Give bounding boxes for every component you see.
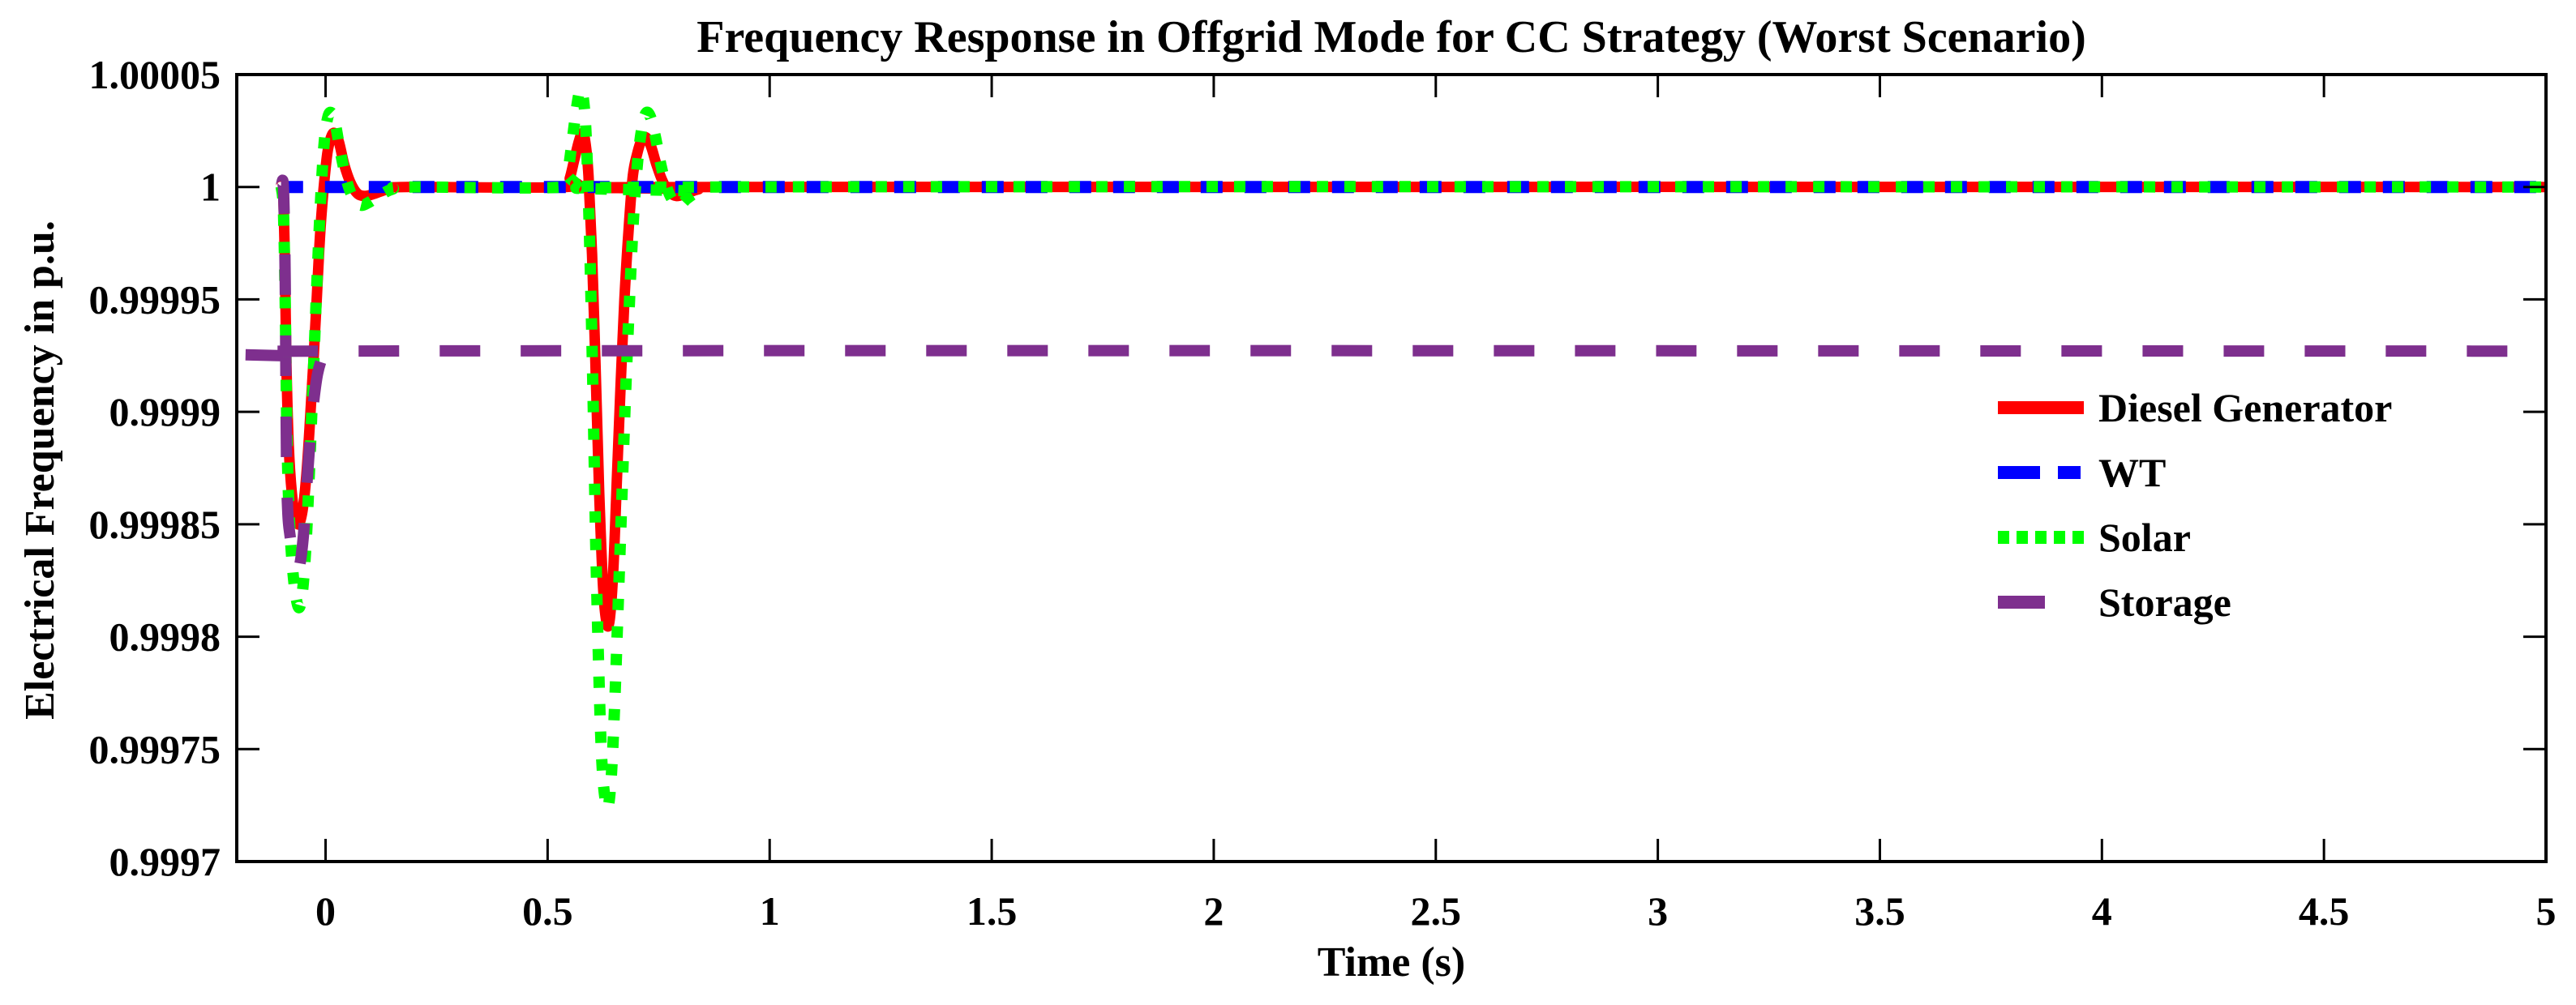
series-line-solar <box>275 83 2547 814</box>
legend-label-solar: Solar <box>2098 515 2191 560</box>
legend-item-solar: Solar <box>1996 505 2392 570</box>
storage-line-swatch <box>1998 596 2084 609</box>
x-tick-label: 3.5 <box>1854 888 1905 934</box>
x-tick-label: 5 <box>2536 888 2557 934</box>
legend-label-wt: WT <box>2098 450 2167 495</box>
diesel-generator-line-swatch <box>1998 401 2084 414</box>
series-line-storage <box>235 174 2547 576</box>
y-tick-label: 1.00005 <box>89 52 221 97</box>
x-tick-label: 2 <box>1203 888 1224 934</box>
chart-title: Frequency Response in Offgrid Mode for C… <box>697 12 2086 62</box>
x-tick-label: 0 <box>315 888 336 934</box>
wt-line-swatch <box>1998 466 2084 479</box>
x-tick-label: 4 <box>2092 888 2112 934</box>
x-tick-label: 1 <box>760 888 780 934</box>
x-tick-label: 1.5 <box>967 888 1018 934</box>
y-tick-label: 0.99995 <box>89 276 221 322</box>
solar-line-swatch <box>1998 531 2084 544</box>
y-tick-label: 1 <box>200 165 221 210</box>
x-tick-label: 4.5 <box>2299 888 2350 934</box>
y-tick-label: 0.99985 <box>89 502 221 547</box>
legend-item-storage: Storage <box>1996 570 2392 635</box>
series-group <box>235 83 2547 814</box>
legend-item-wt: WT <box>1996 440 2392 505</box>
y-tick-label: 0.9997 <box>109 839 221 884</box>
axes-box <box>235 73 2548 863</box>
x-tick-label: 0.5 <box>522 888 573 934</box>
legend-label-diesel-generator: Diesel Generator <box>2098 385 2393 430</box>
legend-item-diesel-generator: Diesel Generator <box>1996 375 2392 440</box>
y-tick-label: 0.99975 <box>89 726 221 772</box>
x-tick-label: 3 <box>1648 888 1668 934</box>
legend: Diesel Generator WT Solar Storage <box>1996 375 2392 635</box>
y-tick-label: 0.9999 <box>109 389 221 434</box>
y-tick-label: 0.9998 <box>109 614 221 660</box>
x-tick-label: 2.5 <box>1411 888 1462 934</box>
x-axis-label: Time (s) <box>1317 939 1466 986</box>
legend-label-storage: Storage <box>2098 579 2231 625</box>
